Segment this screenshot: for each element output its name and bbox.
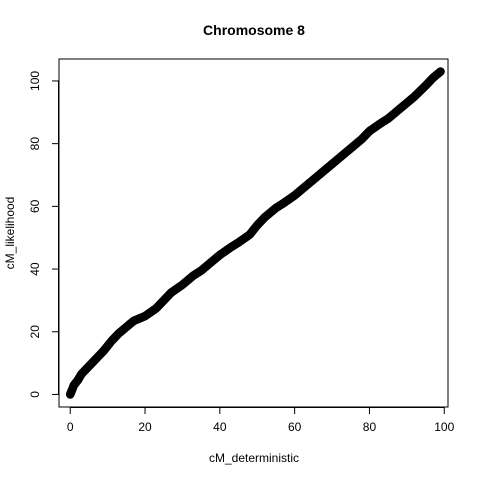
- y-axis: 0 20 40 60 80 100: [28, 71, 59, 398]
- x-tick-label: 20: [138, 420, 152, 434]
- x-tick-label: 0: [67, 420, 74, 434]
- y-tick-label: 20: [28, 325, 42, 339]
- data-point: [436, 67, 445, 76]
- y-tick-label: 40: [28, 262, 42, 276]
- y-tick-label: 0: [28, 391, 42, 398]
- x-tick-label: 40: [213, 420, 227, 434]
- x-axis-label: cM_deterministic: [209, 451, 299, 465]
- data-points: [65, 67, 445, 399]
- y-axis-label: cM_likelihood: [3, 197, 17, 270]
- y-tick-label: 60: [28, 199, 42, 213]
- x-tick-label: 60: [288, 420, 302, 434]
- y-tick-label: 80: [28, 137, 42, 151]
- y-tick-label: 100: [28, 71, 42, 91]
- x-axis: 0 20 40 60 80 100: [67, 407, 455, 434]
- x-tick-label: 100: [434, 420, 454, 434]
- chart-title: Chromosome 8: [203, 22, 305, 38]
- x-tick-label: 80: [363, 420, 377, 434]
